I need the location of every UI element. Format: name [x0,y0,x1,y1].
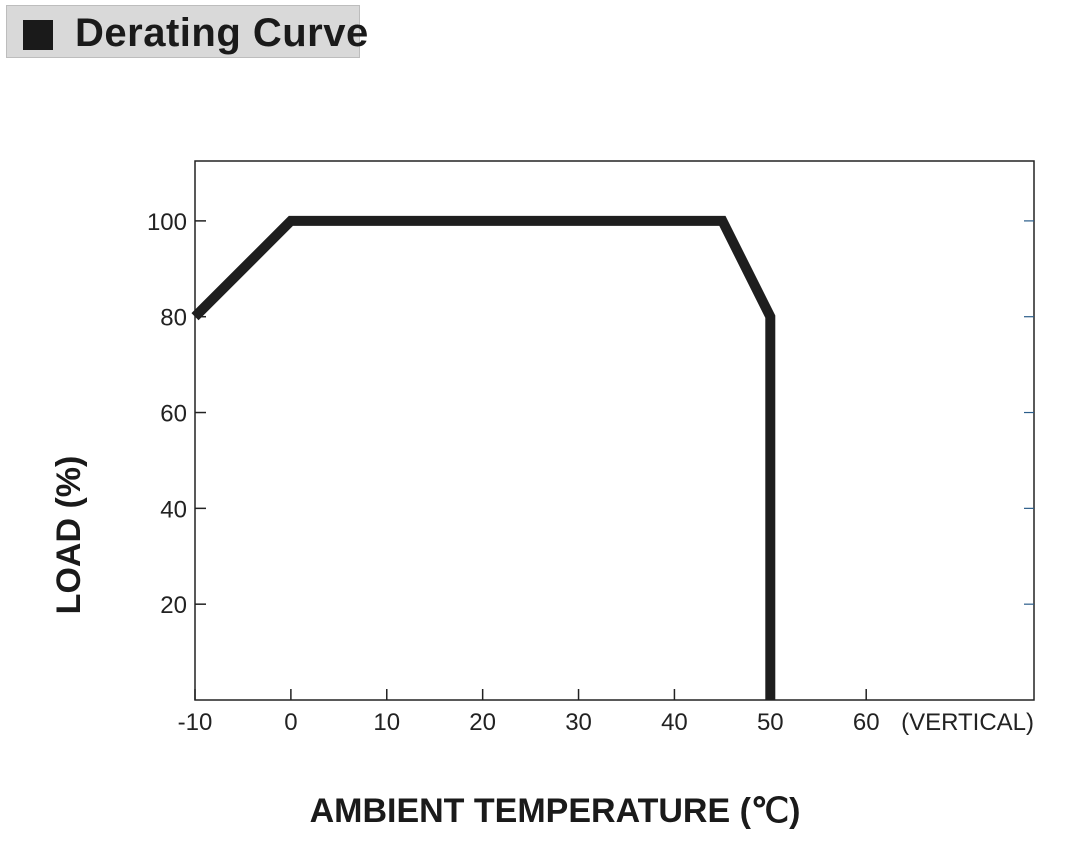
derating-line [191,215,776,700]
x-tick-label: 50 [757,709,784,736]
y-tick-label: 80 [160,305,187,332]
section-header: Derating Curve [6,5,368,58]
x-tick-label: 0 [284,709,297,736]
x-tick-label: 60 [853,709,880,736]
plot-frame [194,160,1035,701]
x-axis-title: AMBIENT TEMPERATURE (℃) [310,792,801,830]
section-title: Derating Curve [75,11,369,55]
x-tick-label: 40 [661,709,688,736]
y-tick-label: 100 [147,209,187,236]
x-tick-suffix: (VERTICAL) [901,709,1034,736]
y-tick-label: 20 [160,592,187,619]
x-tick-label: 10 [373,709,400,736]
x-tick-label: 20 [469,709,496,736]
x-tick-label: -10 [178,709,213,736]
y-axis-title: LOAD (%) [50,456,88,615]
y-tick-label: 60 [160,401,187,428]
square-bullet-icon [23,20,53,50]
x-tick-label: 30 [565,709,592,736]
y-tick-label: 40 [160,496,187,523]
